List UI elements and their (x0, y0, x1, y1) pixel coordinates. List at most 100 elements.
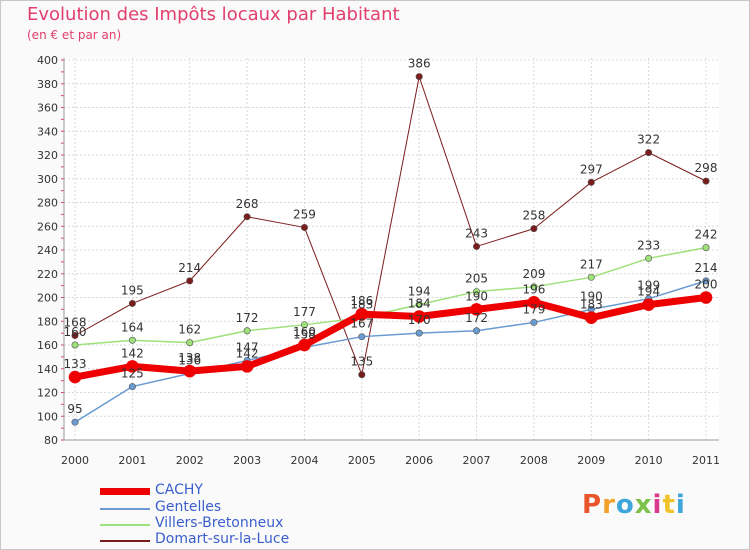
x-tick-label: 2010 (635, 454, 663, 467)
data-label-domart-sur-la-luce: 168 (64, 316, 87, 330)
data-point-villers-bretonneux (473, 288, 481, 296)
data-label-gentelles: 170 (408, 313, 431, 327)
logo-letter: t (662, 490, 676, 520)
legend-label-cachy: CACHY (155, 482, 203, 498)
y-tick-label: 200 (37, 292, 58, 305)
data-point-villers-bretonneux (530, 283, 538, 291)
y-tick-label: 320 (37, 149, 58, 162)
y-tick-label: 240 (37, 244, 58, 257)
legend-swatch-domart-sur-la-luce (100, 540, 150, 542)
series-line-gentelles (74, 280, 707, 423)
data-point-gentelles (530, 318, 538, 326)
y-tick-label: 100 (37, 410, 58, 423)
data-point-domart-sur-la-luce (128, 299, 136, 307)
data-label-villers-bretonneux: 172 (236, 311, 259, 325)
data-label-gentelles: 172 (465, 311, 488, 325)
y-tick-label: 140 (37, 363, 58, 376)
x-tick-label: 2007 (463, 454, 491, 467)
y-tick-label: 120 (37, 387, 58, 400)
logo-letter: x (634, 490, 653, 520)
data-point-gentelles (473, 327, 481, 335)
data-label-domart-sur-la-luce: 297 (580, 162, 603, 176)
data-point-domart-sur-la-luce (702, 177, 710, 185)
data-point-villers-bretonneux (587, 273, 595, 281)
y-tick-label: 340 (37, 125, 58, 138)
data-label-villers-bretonneux: 233 (637, 238, 660, 252)
logo-letter: i (675, 490, 686, 520)
y-tick-label: 300 (37, 173, 58, 186)
legend-swatch-villers-bretonneux (100, 524, 150, 526)
data-label-villers-bretonneux: 205 (465, 272, 488, 286)
data-point-cachy (527, 295, 541, 309)
data-point-domart-sur-la-luce (71, 331, 79, 339)
data-label-domart-sur-la-luce: 386 (408, 57, 431, 71)
data-label-cachy: 194 (637, 285, 660, 299)
data-point-domart-sur-la-luce (415, 73, 423, 81)
data-label-cachy: 183 (580, 298, 603, 312)
data-point-villers-bretonneux (702, 244, 710, 252)
series-line-cachy (71, 294, 710, 381)
data-label-cachy: 190 (465, 289, 488, 303)
data-label-villers-bretonneux: 160 (64, 325, 87, 339)
legend-swatch-cachy (100, 488, 150, 495)
x-tick-label: 2006 (405, 454, 433, 467)
data-point-villers-bretonneux (128, 336, 136, 344)
y-tick-label: 260 (37, 220, 58, 233)
data-point-gentelles (358, 333, 366, 341)
data-point-cachy (642, 298, 655, 311)
data-label-villers-bretonneux: 242 (695, 228, 718, 242)
x-tick-label: 2003 (233, 454, 261, 467)
data-label-cachy: 160 (293, 325, 316, 339)
data-label-cachy: 186 (350, 294, 373, 308)
data-point-cachy (298, 338, 311, 352)
data-point-villers-bretonneux (415, 301, 423, 309)
data-label-domart-sur-la-luce: 268 (236, 197, 259, 211)
y-tick-label: 160 (37, 339, 58, 352)
data-label-domart-sur-la-luce: 243 (465, 226, 488, 240)
data-label-domart-sur-la-luce: 298 (695, 161, 718, 175)
chart-title: Evolution des Impôts locaux par Habitant (27, 4, 400, 25)
legend-label-domart-sur-la-luce: Domart-sur-la-Luce (155, 531, 290, 547)
data-label-cachy: 142 (236, 346, 259, 360)
data-point-gentelles (415, 329, 423, 337)
data-point-cachy (126, 360, 139, 373)
data-label-domart-sur-la-luce: 195 (121, 283, 144, 297)
data-point-domart-sur-la-luce (530, 225, 538, 233)
data-label-gentelles: 136 (178, 354, 201, 368)
logo-letter: r (602, 490, 616, 520)
data-point-cachy (470, 303, 483, 316)
data-point-domart-sur-la-luce (645, 149, 653, 157)
logo-letter: o (615, 490, 635, 520)
data-label-cachy: 196 (522, 282, 545, 296)
y-tick-label: 360 (37, 102, 58, 115)
data-point-villers-bretonneux (186, 339, 194, 347)
logo-letter: i (652, 490, 663, 520)
data-label-villers-bretonneux: 177 (293, 305, 316, 319)
data-label-gentelles: 147 (236, 340, 259, 354)
data-label-cachy: 142 (121, 346, 144, 360)
data-label-cachy: 138 (178, 351, 201, 365)
chart-subtitle: (en € et par an) (27, 28, 122, 42)
data-label-domart-sur-la-luce: 214 (178, 261, 201, 275)
y-tick-label: 380 (37, 78, 58, 91)
data-label-gentelles: 179 (522, 302, 545, 316)
data-point-cachy (355, 307, 369, 321)
y-tick-label: 220 (37, 268, 58, 281)
data-point-domart-sur-la-luce (473, 242, 481, 250)
data-label-villers-bretonneux: 183 (350, 298, 373, 312)
data-point-cachy (412, 310, 426, 323)
legend-label-gentelles: Gentelles (155, 499, 222, 515)
data-label-gentelles: 167 (350, 317, 373, 331)
x-tick-label: 2005 (348, 454, 376, 467)
y-tick-label: 280 (37, 197, 58, 210)
x-tick-label: 2001 (118, 454, 146, 467)
data-label-villers-bretonneux: 162 (178, 323, 201, 337)
series-line-domart-sur-la-luce (74, 76, 707, 376)
x-tick-label: 2008 (520, 454, 548, 467)
series-line-villers-bretonneux (74, 246, 707, 346)
logo-letter: P (582, 490, 603, 520)
data-label-villers-bretonneux: 209 (522, 267, 545, 281)
data-point-domart-sur-la-luce (186, 277, 194, 285)
data-point-cachy (699, 291, 713, 304)
